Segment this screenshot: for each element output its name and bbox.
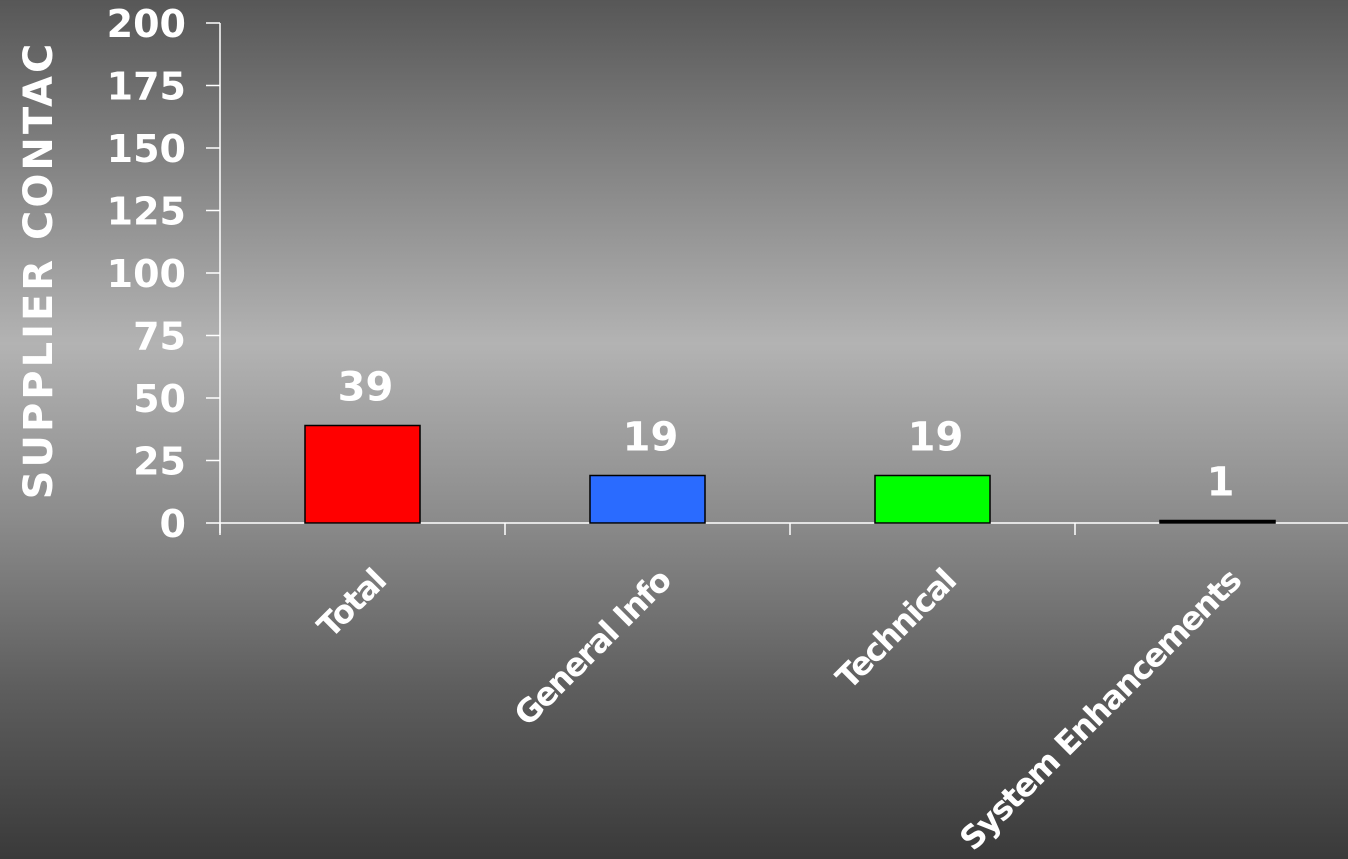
bar-general-info — [589, 474, 706, 524]
data-label: 19 — [908, 415, 964, 461]
x-category-label: Technical — [828, 562, 963, 697]
y-tick-label: 50 — [133, 377, 186, 421]
y-tick-label: 25 — [133, 440, 186, 484]
y-tick-label: 175 — [107, 65, 186, 109]
x-category-label: Total — [310, 562, 393, 645]
bar-technical — [874, 474, 991, 524]
y-tick-label: 75 — [133, 315, 186, 359]
data-label: 1 — [1207, 460, 1235, 506]
y-axis-title: SUPPLIER CONTAC — [16, 41, 62, 500]
bars — [304, 424, 1276, 524]
x-category-label: General Info — [507, 561, 679, 733]
bar-system-enhancements — [1159, 519, 1276, 524]
x-category-label: System Enhancements — [952, 561, 1248, 857]
data-labels: 39 19 19 1 — [338, 365, 1235, 506]
y-tick-label: 200 — [107, 2, 186, 46]
bar-total — [304, 424, 421, 524]
y-tick-label: 125 — [107, 190, 186, 234]
data-label: 39 — [338, 365, 394, 411]
y-tick-label: 0 — [160, 502, 186, 546]
y-tick-label: 150 — [107, 127, 186, 171]
data-label: 19 — [623, 415, 679, 461]
y-axis: 0 25 50 75 100 125 150 175 200 — [107, 2, 221, 546]
y-tick-label: 100 — [107, 252, 186, 296]
x-axis — [219, 522, 1348, 535]
